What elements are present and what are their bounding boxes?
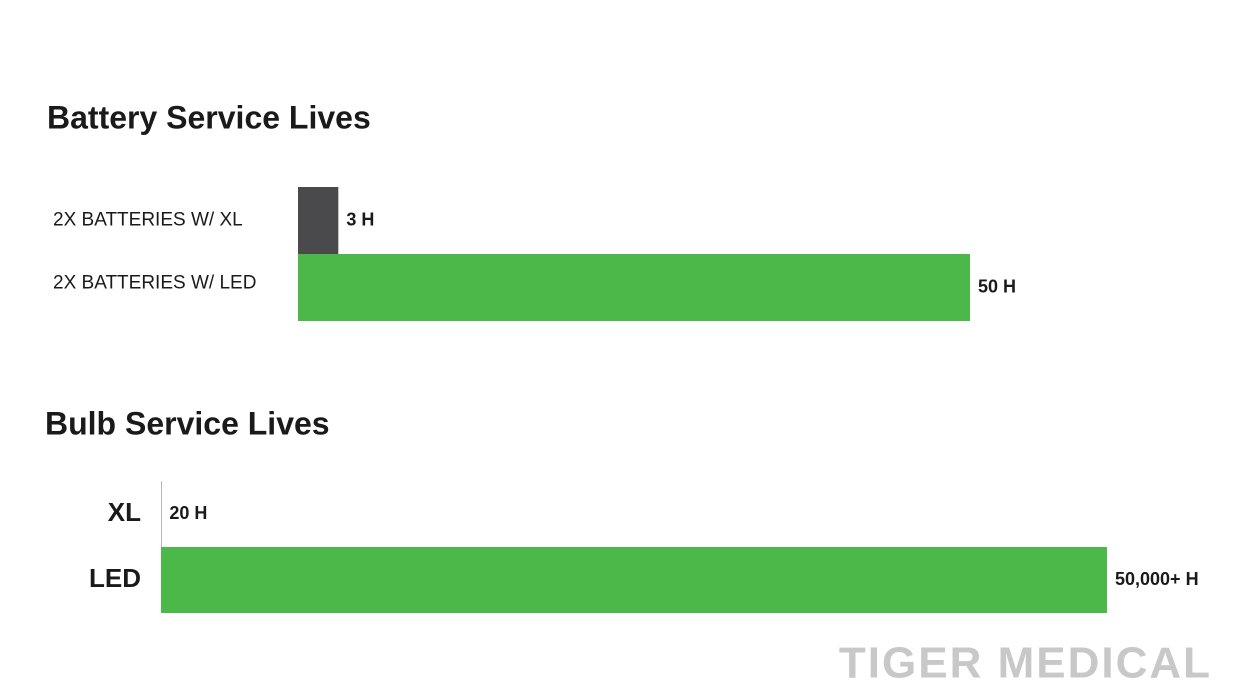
category-label: 2X BATTERIES W/ XL [53,210,243,231]
value-label: 20 H [169,503,207,523]
value-label: 50,000+ H [1115,569,1199,589]
chart-title: Battery Service Lives [47,99,371,135]
bar [298,187,339,254]
bar [298,254,970,321]
category-label: XL [108,497,141,527]
category-label: 2X BATTERIES W/ LED [53,273,256,294]
chart-title: Bulb Service Lives [45,405,330,441]
value-label: 3 H [346,209,374,229]
watermark: TIGER MEDICAL [839,639,1212,688]
category-label: LED [89,563,141,593]
value-label: 50 H [978,276,1016,296]
bar [161,547,1107,613]
